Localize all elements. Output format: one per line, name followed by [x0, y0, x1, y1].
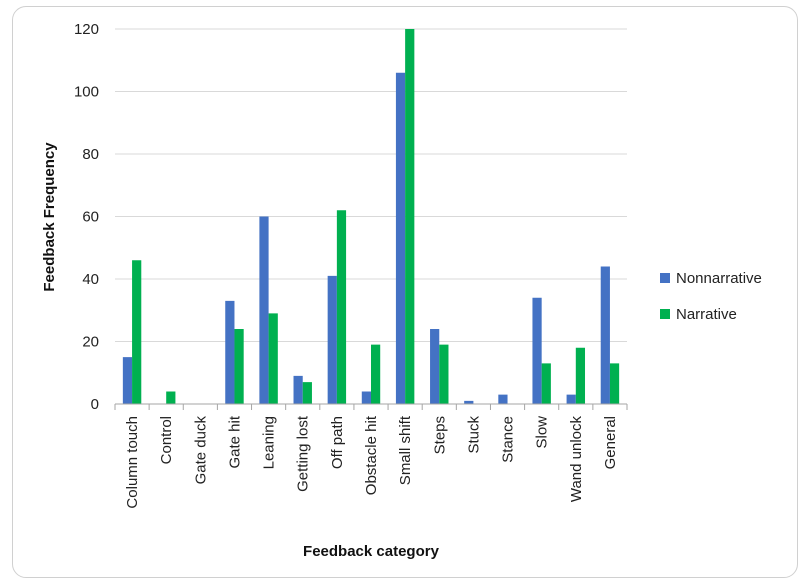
legend-label: Nonnarrative: [676, 270, 762, 287]
bars: [122, 29, 620, 404]
legend: Nonnarrative Narrative: [660, 270, 762, 323]
bar-narrative: [609, 363, 620, 404]
x-tick-label: Small shift: [397, 415, 414, 485]
bar-nonnarrative: [430, 329, 440, 404]
bar-narrative: [234, 329, 244, 404]
y-tick-label: 40: [82, 271, 99, 288]
bar-nonnarrative: [293, 375, 303, 404]
bar-nonnarrative: [532, 297, 542, 404]
x-tick-label: Slow: [534, 416, 551, 449]
bar-narrative: [575, 347, 586, 404]
x-tick-label: Control: [158, 416, 175, 464]
x-tick-label: Gate hit: [226, 415, 243, 468]
y-tick-label: 0: [91, 396, 99, 413]
bar-nonnarrative: [259, 216, 269, 404]
x-tick-label: Stance: [500, 416, 517, 463]
bar-narrative: [439, 344, 449, 404]
gridlines: [115, 28, 627, 342]
bar-narrative: [268, 313, 278, 404]
legend-swatch: [660, 309, 670, 319]
bar-narrative: [132, 260, 142, 404]
x-tick-label: Gate duck: [192, 416, 209, 485]
legend-swatch: [660, 273, 670, 283]
bar-nonnarrative: [225, 300, 235, 404]
bar-narrative: [405, 29, 415, 404]
bar-nonnarrative: [600, 266, 610, 404]
x-tick-label: Obstacle hit: [363, 415, 380, 495]
x-tick-label: Steps: [431, 416, 448, 454]
bar-nonnarrative: [361, 391, 371, 404]
bar-nonnarrative: [464, 400, 474, 404]
x-tick-label: Leaning: [261, 416, 278, 469]
bar-nonnarrative: [498, 394, 508, 404]
bar-nonnarrative: [327, 275, 337, 404]
y-tick-labels: 0 20 40 60 80 100 120: [74, 21, 99, 413]
y-axis-title: Feedback Frequency: [41, 142, 58, 292]
bar-narrative: [166, 391, 176, 404]
bar-narrative: [371, 344, 381, 404]
bar-narrative: [541, 363, 551, 404]
y-tick-label: 60: [82, 209, 99, 226]
y-tick-label: 20: [82, 334, 99, 351]
bar-narrative: [302, 382, 312, 404]
bar-nonnarrative: [395, 72, 406, 404]
bar-nonnarrative: [566, 394, 576, 404]
bar-nonnarrative: [122, 357, 133, 404]
x-tick-label: Getting lost: [295, 415, 312, 492]
x-tick-label: General: [602, 416, 619, 469]
y-tick-label: 100: [74, 84, 99, 101]
x-axis-title: Feedback category: [303, 543, 440, 560]
bar-narrative: [336, 210, 347, 404]
y-tick-label: 120: [74, 21, 99, 38]
x-tick-label: Off path: [329, 416, 346, 469]
legend-label: Narrative: [676, 306, 737, 323]
x-tick-label: Column touch: [124, 416, 141, 509]
x-tick-label: Wand unlock: [568, 416, 585, 503]
x-tick-label: Stuck: [465, 416, 482, 454]
x-tick-labels: Column touch Control Gate duck Gate hit Lean…: [124, 415, 619, 508]
axes: [114, 403, 628, 410]
y-tick-label: 80: [82, 146, 99, 163]
